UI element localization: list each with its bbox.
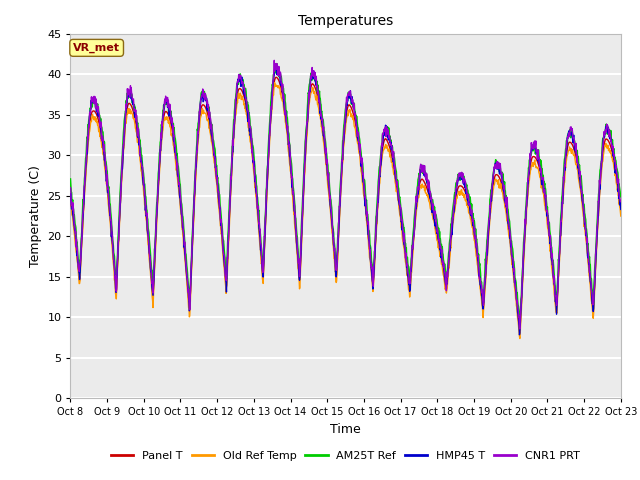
Line: CNR1 PRT: CNR1 PRT — [70, 60, 621, 329]
Old Ref Temp — [516, 336, 524, 341]
Old Ref Temp — [617, 213, 625, 219]
HMP45 T — [175, 191, 183, 197]
CNR1 PRT — [516, 326, 524, 332]
Panel T — [431, 221, 439, 227]
HMP45 T — [504, 210, 511, 216]
Panel T — [552, 304, 560, 310]
AM25T Ref — [504, 199, 511, 205]
CNR1 PRT — [617, 199, 625, 204]
Panel T — [273, 74, 280, 80]
Y-axis label: Temperature (C): Temperature (C) — [29, 165, 42, 267]
CNR1 PRT — [175, 181, 183, 187]
AM25T Ref — [552, 296, 560, 301]
CNR1 PRT — [271, 58, 278, 63]
CNR1 PRT — [67, 185, 74, 191]
Line: HMP45 T: HMP45 T — [70, 66, 621, 335]
Old Ref Temp — [189, 236, 196, 241]
Panel T — [617, 206, 625, 212]
Panel T — [250, 169, 258, 175]
CNR1 PRT — [552, 298, 560, 303]
Title: Temperatures: Temperatures — [298, 14, 393, 28]
AM25T Ref — [516, 322, 524, 327]
HMP45 T — [431, 220, 439, 226]
AM25T Ref — [250, 160, 258, 166]
Old Ref Temp — [431, 227, 439, 232]
Legend: Panel T, Old Ref Temp, AM25T Ref, HMP45 T, CNR1 PRT: Panel T, Old Ref Temp, AM25T Ref, HMP45 … — [107, 447, 584, 466]
CNR1 PRT — [431, 208, 439, 214]
Panel T — [189, 231, 196, 237]
Panel T — [175, 188, 183, 193]
HMP45 T — [273, 63, 280, 69]
HMP45 T — [189, 232, 196, 238]
Panel T — [67, 191, 74, 197]
Line: AM25T Ref: AM25T Ref — [70, 64, 621, 324]
AM25T Ref — [617, 194, 625, 200]
HMP45 T — [516, 332, 524, 337]
Old Ref Temp — [250, 174, 258, 180]
AM25T Ref — [67, 176, 74, 182]
CNR1 PRT — [250, 165, 258, 171]
Old Ref Temp — [552, 310, 560, 315]
Old Ref Temp — [504, 217, 511, 223]
Old Ref Temp — [175, 193, 183, 199]
HMP45 T — [617, 206, 625, 212]
HMP45 T — [250, 168, 258, 174]
AM25T Ref — [273, 61, 281, 67]
AM25T Ref — [431, 210, 439, 216]
Old Ref Temp — [271, 80, 278, 85]
CNR1 PRT — [504, 206, 511, 212]
AM25T Ref — [175, 178, 183, 183]
Panel T — [504, 212, 511, 218]
CNR1 PRT — [189, 230, 196, 236]
Panel T — [516, 330, 524, 336]
Line: Old Ref Temp: Old Ref Temp — [70, 83, 621, 338]
Line: Panel T: Panel T — [70, 77, 621, 333]
Old Ref Temp — [67, 202, 74, 208]
Text: VR_met: VR_met — [73, 43, 120, 53]
AM25T Ref — [189, 225, 196, 230]
X-axis label: Time: Time — [330, 423, 361, 436]
HMP45 T — [67, 192, 74, 198]
HMP45 T — [552, 302, 560, 308]
